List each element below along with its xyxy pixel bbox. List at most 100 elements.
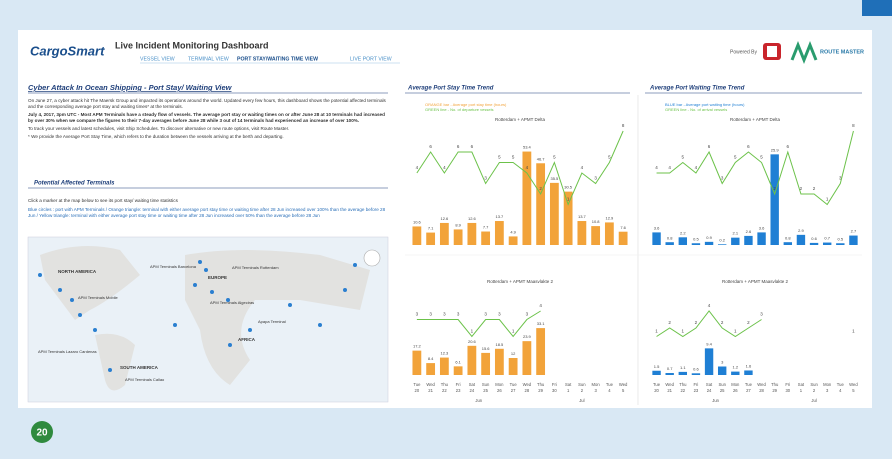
line (416, 310, 541, 338)
bar-label: 2.9 (798, 228, 804, 233)
bar (536, 163, 546, 245)
x-tick-label: Fri (785, 382, 790, 387)
bar-label: 23.9 (523, 334, 532, 339)
line-label: 8 (852, 123, 855, 128)
bar (704, 348, 714, 375)
x-tick-label: Tue (606, 382, 614, 387)
bar (618, 231, 628, 245)
line-label: 4 (708, 303, 711, 308)
line-label: 5 (498, 155, 501, 160)
panel-title: Average Port Stay Time Trend (407, 86, 494, 92)
bar (467, 345, 477, 375)
terminal-label: APM Terminals Barcelona (150, 264, 197, 269)
line-label: 8 (622, 123, 625, 128)
nav-tab[interactable]: TERMINAL VIEW (188, 56, 229, 62)
x-tick-label: Sun (810, 382, 818, 387)
bar-label: 0.5 (693, 236, 699, 241)
line-label: 3 (526, 312, 529, 317)
line-label: 6 (708, 144, 711, 149)
x-tick-label: Sat (706, 382, 713, 387)
line-label: 6 (747, 144, 750, 149)
line-label: 4 (695, 165, 698, 170)
x-tick-label: 20 (415, 388, 420, 393)
bar-label: 1.1 (680, 365, 686, 370)
logo: CargoSmart (30, 43, 105, 58)
bar-label: 0.6 (693, 366, 699, 371)
line-label: 4 (443, 165, 446, 170)
bar (426, 363, 436, 375)
bar (678, 237, 688, 245)
bar-label: 12.6 (468, 216, 477, 221)
x-tick-label: Tue (745, 382, 753, 387)
line-label: 1 (512, 329, 515, 334)
bar-label: 15.6 (482, 346, 491, 351)
section-title: Potential Affected Terminals (34, 181, 115, 187)
bar-label: 3.6 (654, 225, 660, 230)
nav-tab[interactable]: VESSEL VIEW (140, 56, 175, 62)
x-tick-label: Tue (837, 382, 845, 387)
line-label: 1 (734, 329, 737, 334)
line-label: 3 (457, 312, 460, 317)
bar-label: 18.5 (495, 342, 504, 347)
legend-entry: BLUE bar - Average port waiting time (ho… (665, 102, 745, 107)
left-title: Cyber Attack In Ocean Shipping - Port St… (28, 83, 233, 92)
partner-name: ROUTE MASTER (820, 49, 864, 55)
x-tick-label: 24 (470, 388, 475, 393)
x-tick-label: Wed (426, 382, 435, 387)
bar (522, 151, 532, 245)
bar-label: 35.5 (550, 176, 559, 181)
x-tick-label: Fri (693, 382, 698, 387)
x-tick-label: 25 (720, 388, 725, 393)
x-tick-label: 23 (694, 388, 699, 393)
x-tick-label: Mon (495, 382, 504, 387)
x-tick-label: Sat (798, 382, 805, 387)
x-tick-label: 4 (839, 388, 842, 393)
line-label: 5 (682, 155, 685, 160)
bar-label: 1.5 (654, 364, 660, 369)
bar-label: 12.6 (440, 216, 449, 221)
line-label: 1 (826, 197, 829, 202)
bar-label: 2.6 (746, 229, 752, 234)
line-label: 3 (416, 312, 419, 317)
map-zoom[interactable] (363, 249, 381, 267)
line-label: 3 (429, 312, 432, 317)
bar-label: 6.1 (455, 359, 461, 364)
bar-label: 0.7 (667, 366, 673, 371)
legend-entry: ORANGE bar - Average port stay time (hou… (425, 102, 507, 107)
x-tick-label: Fri (456, 382, 461, 387)
nav-tab[interactable]: LIVE PORT VIEW (350, 56, 392, 62)
x-tick-label: 21 (667, 388, 672, 393)
nav-tab[interactable]: PORT STAY/WAITING TIME VIEW (237, 56, 318, 62)
line-label: 4 (668, 165, 671, 170)
terminal-markers (38, 260, 357, 372)
partner-logo-inner (767, 46, 777, 57)
bar (665, 373, 674, 375)
x-tick-label: Thu (771, 382, 779, 387)
line-label: 1 (567, 197, 570, 202)
chart-subtitle: Rotterdam + APMT Delta (495, 117, 546, 122)
x-tick-label: 24 (707, 388, 712, 393)
x-tick-label: Fri (552, 382, 557, 387)
bar (536, 328, 546, 375)
bar-label: 25.9 (771, 147, 780, 152)
x-tick-label: Thu (679, 382, 687, 387)
bar-label: 3 (721, 360, 724, 365)
month-label: Jul (579, 398, 584, 403)
line-label: 3 (443, 312, 446, 317)
bar-label: 46.7 (537, 156, 546, 161)
x-tick-label: 2 (813, 388, 816, 393)
x-tick-label: 29 (538, 388, 543, 393)
x-tick-label: 1 (800, 388, 803, 393)
legend-entry: GREEN line - No. of departure vessels (425, 107, 493, 112)
line-label: 6 (471, 144, 474, 149)
bar-label: 12 (511, 351, 516, 356)
line-label: 4 (655, 165, 658, 170)
bar-label: 7.7 (483, 225, 489, 230)
bar (412, 226, 422, 245)
bar-label: 7.6 (620, 225, 626, 230)
bar (467, 222, 477, 245)
bar (691, 373, 701, 375)
month-label: Jul (811, 398, 816, 403)
